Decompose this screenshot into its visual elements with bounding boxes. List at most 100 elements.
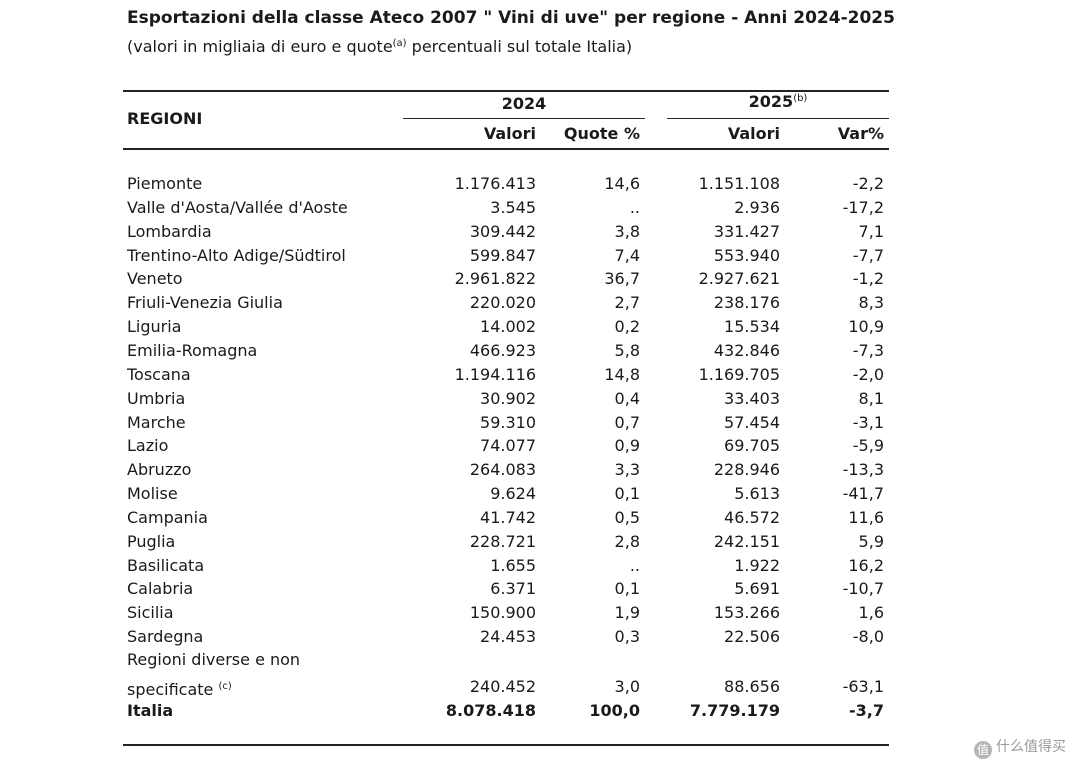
- quote-2024: 14,6: [604, 174, 640, 193]
- var-pct: 8,1: [858, 389, 884, 408]
- quote-2024: 3,0: [614, 677, 640, 696]
- value-2025: 88.656: [724, 677, 780, 696]
- var-pct: -17,2: [842, 198, 884, 217]
- var-pct: -3,1: [852, 413, 884, 432]
- value-2025: 1.151.108: [698, 174, 780, 193]
- var-pct: 10,9: [848, 317, 884, 336]
- value-2025: 1.922: [734, 556, 780, 575]
- value-2024: 9.624: [490, 484, 536, 503]
- quote-2024: 0,4: [614, 389, 640, 408]
- total-value-2024: 8.078.418: [445, 701, 536, 720]
- var-pct: -13,3: [842, 460, 884, 479]
- var-pct: 1,6: [858, 603, 884, 622]
- year-2024-underline: [403, 118, 645, 119]
- total-quote: 100,0: [589, 701, 640, 720]
- footnote-c: (c): [218, 681, 232, 692]
- value-2025: 57.454: [724, 413, 780, 432]
- value-2024: 1.176.413: [454, 174, 536, 193]
- var-pct: -1,2: [852, 269, 884, 288]
- var-pct: 8,3: [858, 293, 884, 312]
- value-2024: 1.655: [490, 556, 536, 575]
- value-2025: 242.151: [713, 532, 780, 551]
- year-2025-underline: [667, 118, 889, 119]
- quote-2024: 0,5: [614, 508, 640, 527]
- value-2024: 24.453: [480, 627, 536, 646]
- value-2024: 599.847: [469, 246, 536, 265]
- value-2024: 264.083: [469, 460, 536, 479]
- value-2025: 5.613: [734, 484, 780, 503]
- table-bottom-rule: [123, 744, 889, 746]
- region-name: Sardegna: [127, 627, 204, 646]
- var-pct: -10,7: [842, 579, 884, 598]
- region-name: Campania: [127, 508, 208, 527]
- value-2024: 1.194.116: [454, 365, 536, 384]
- region-name: Regioni diverse e non: [127, 650, 301, 669]
- subtitle-footnote-a: (a): [392, 38, 407, 49]
- value-2025: 432.846: [713, 341, 780, 360]
- quote-2024: 0,7: [614, 413, 640, 432]
- region-name: Toscana: [127, 365, 191, 384]
- region-name: Sicilia: [127, 603, 174, 622]
- var-pct: -5,9: [852, 436, 884, 455]
- page-subtitle: (valori in migliaia di euro e quote(a) p…: [127, 37, 632, 56]
- region-name: Piemonte: [127, 174, 203, 193]
- region-name: Basilicata: [127, 556, 205, 575]
- value-2025: 5.691: [734, 579, 780, 598]
- value-2024: 14.002: [480, 317, 536, 336]
- header-year-2025-label: 2025: [748, 92, 794, 111]
- quote-2024: 0,1: [614, 484, 640, 503]
- var-pct: 5,9: [858, 532, 884, 551]
- value-2024: 228.721: [469, 532, 536, 551]
- region-name: Abruzzo: [127, 460, 192, 479]
- value-2024: 2.961.822: [454, 269, 536, 288]
- total-var: -3,7: [849, 701, 884, 720]
- page-title: Esportazioni della classe Ateco 2007 " V…: [127, 8, 895, 28]
- header-valori-2025: Valori: [727, 124, 780, 143]
- watermark: 值什么值得买: [974, 736, 1066, 759]
- quote-2024: 0,1: [614, 579, 640, 598]
- quote-2024: ..: [629, 198, 640, 217]
- var-pct: -2,2: [852, 174, 884, 193]
- header-var: Var%: [837, 124, 884, 143]
- region-name-cont: specificate (c): [127, 677, 232, 700]
- header-footnote-b: (b): [793, 93, 808, 104]
- quote-2024: 7,4: [614, 246, 640, 265]
- value-2024: 220.020: [469, 293, 536, 312]
- quote-2024: 2,7: [614, 293, 640, 312]
- total-value-2025: 7.779.179: [689, 701, 780, 720]
- value-2025: 553.940: [713, 246, 780, 265]
- value-2024: 30.902: [480, 389, 536, 408]
- value-2025: 33.403: [724, 389, 780, 408]
- var-pct: -2,0: [852, 365, 884, 384]
- region-name-line2: specificate: [127, 680, 214, 699]
- table-top-rule: [123, 90, 889, 92]
- region-name: Calabria: [127, 579, 194, 598]
- quote-2024: 0,9: [614, 436, 640, 455]
- quote-2024: 2,8: [614, 532, 640, 551]
- value-2025: 69.705: [724, 436, 780, 455]
- value-2025: 228.946: [713, 460, 780, 479]
- header-valori-2024: Valori: [483, 124, 536, 143]
- subtitle-text-end: percentuali sul totale Italia): [406, 37, 633, 56]
- header-year-2025: 2025(b): [667, 92, 889, 111]
- watermark-text: 什么值得买: [996, 739, 1066, 755]
- value-2024: 59.310: [480, 413, 536, 432]
- value-2025: 331.427: [713, 222, 780, 241]
- quote-2024: 5,8: [614, 341, 640, 360]
- quote-2024: ..: [629, 556, 640, 575]
- value-2025: 2.927.621: [698, 269, 780, 288]
- region-name: Friuli-Venezia Giulia: [127, 293, 283, 312]
- value-2024: 41.742: [480, 508, 536, 527]
- value-2025: 153.266: [713, 603, 780, 622]
- quote-2024: 3,3: [614, 460, 640, 479]
- value-2024: 309.442: [469, 222, 536, 241]
- var-pct: -8,0: [852, 627, 884, 646]
- value-2025: 2.936: [734, 198, 780, 217]
- value-2024: 150.900: [469, 603, 536, 622]
- value-2025: 46.572: [724, 508, 780, 527]
- header-quote: Quote %: [563, 124, 640, 143]
- region-name: Emilia-Romagna: [127, 341, 258, 360]
- subtitle-text: (valori in migliaia di euro e quote: [127, 37, 393, 56]
- region-name: Veneto: [127, 269, 183, 288]
- var-pct: -7,7: [852, 246, 884, 265]
